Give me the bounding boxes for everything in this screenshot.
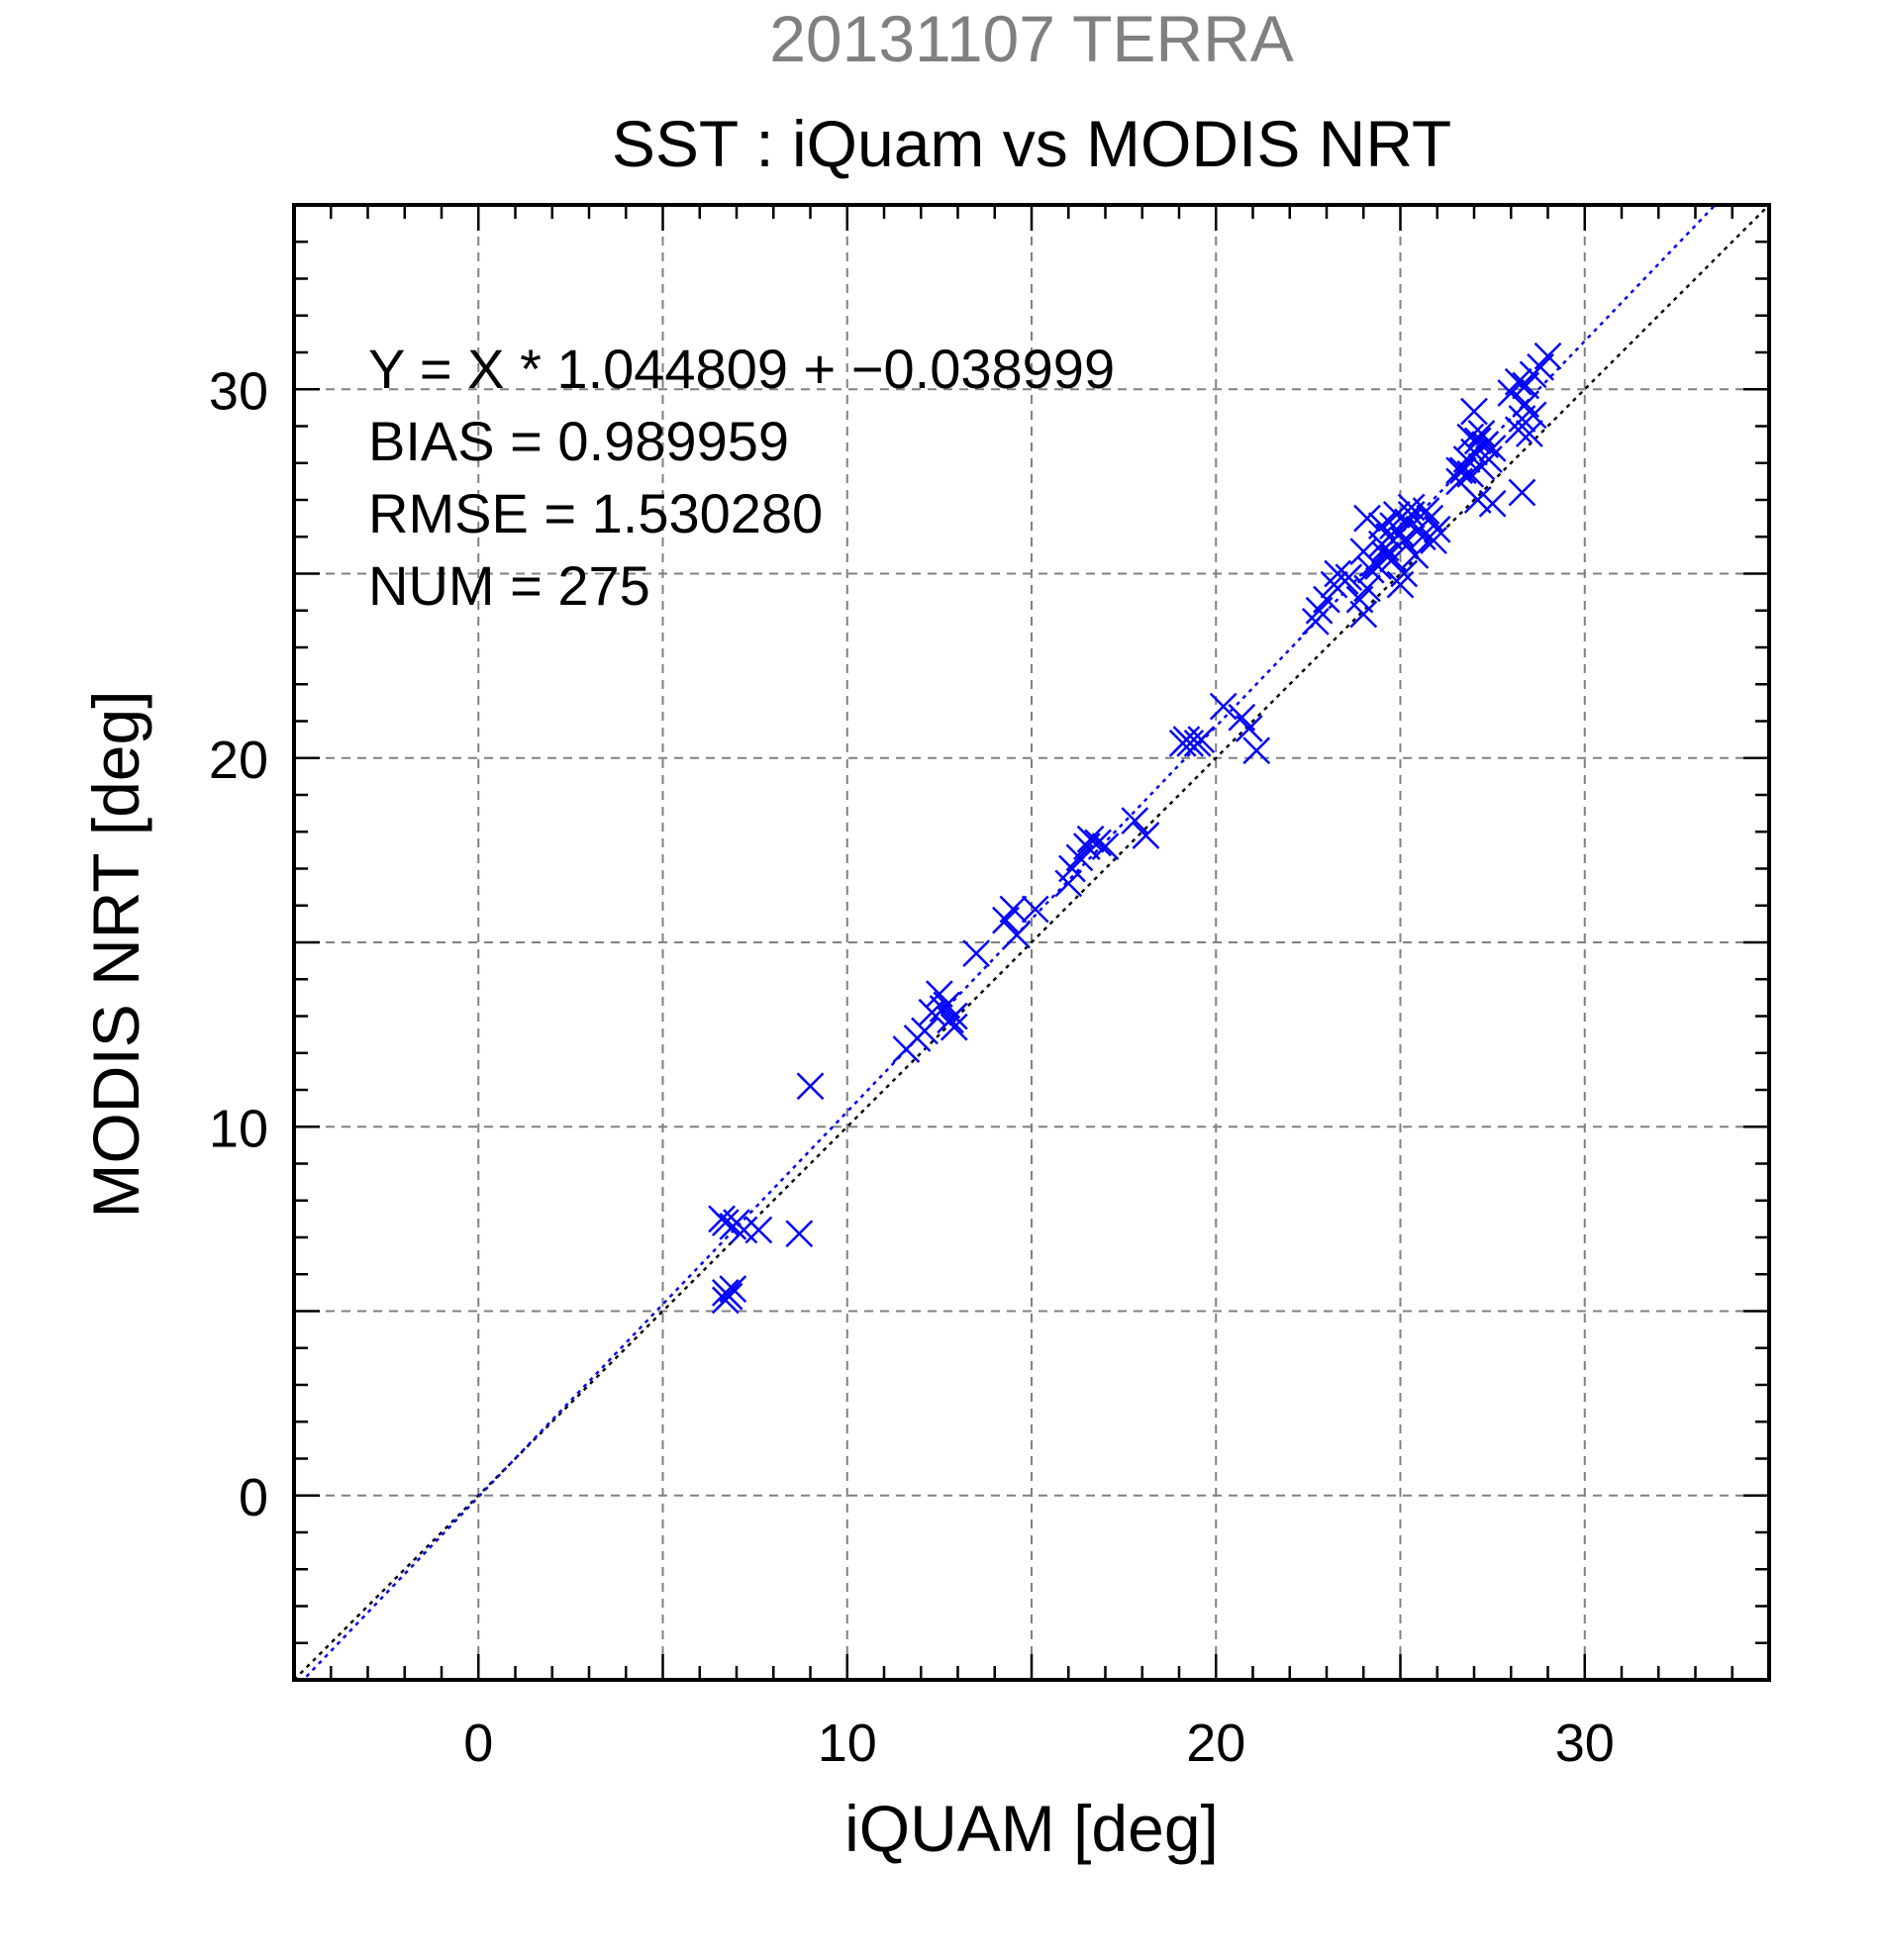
y-axis-label: MODIS NRT [deg] [79,690,152,1218]
y-tick-label: 0 [239,1468,268,1527]
data-point [1209,692,1238,721]
data-point [1456,423,1485,451]
data-point [1021,895,1049,924]
data-point [1132,822,1160,849]
data-point [719,1275,747,1304]
data-point [1091,833,1120,861]
data-point [1390,559,1419,588]
data-point [1463,427,1492,455]
data-point [1478,489,1507,518]
data-point [744,1216,773,1244]
stats-annotation: NUM = 275 [368,554,650,617]
data-point [1475,445,1503,473]
data-point [785,1220,814,1248]
data-point [1003,921,1031,949]
data-point [711,1209,740,1236]
data-point [1349,600,1378,629]
chart-title: SST : iQuam vs MODIS NRT [612,107,1451,180]
data-point [1076,825,1105,853]
data-point [1401,540,1430,569]
data-point [933,991,961,1020]
data-point [1121,807,1149,834]
data-point [1448,456,1477,485]
stats-annotation: BIAS = 0.989959 [368,410,789,472]
data-point [1320,570,1348,599]
data-point [1478,434,1507,462]
y-tick-label: 10 [209,1099,268,1158]
data-point [796,1072,825,1101]
x-tick-label: 30 [1555,1714,1615,1773]
data-point [1335,563,1363,592]
stats-annotation: Y = X * 1.044809 + −0.038999 [368,338,1115,400]
data-point [1467,420,1496,447]
data-point [1504,367,1533,396]
data-point [1187,726,1216,754]
data-point [1364,552,1393,580]
y-tick-label: 20 [209,731,268,790]
x-tick-label: 10 [818,1714,877,1773]
x-axis-label: iQUAM [deg] [844,1792,1219,1865]
data-point [1367,512,1396,539]
x-tick-label: 0 [463,1714,493,1773]
data-point [918,998,946,1027]
data-point [1084,829,1112,857]
x-tick-label: 20 [1186,1714,1245,1773]
data-point [1519,401,1547,430]
plot-frame [292,203,1771,1682]
data-point [1242,736,1271,765]
data-point [1386,570,1415,599]
data-point [1176,729,1205,757]
data-point [1408,523,1436,551]
data-point [1353,504,1381,533]
one-to-one-line [294,205,1769,1680]
data-point [1420,527,1447,554]
chart-suptitle: 20131107 TERRA [769,2,1294,75]
data-point [1390,527,1419,554]
data-point [1423,515,1451,543]
plot-area: 0 10 20 30 0 10 20 30 Y = X * 1.044809 + −0.0389… [209,203,1771,1773]
data-point [1379,544,1407,573]
stats-annotation: RMSE = 1.530280 [368,482,823,544]
data-point [1235,715,1263,742]
data-point [1515,420,1543,447]
data-point [1460,397,1488,426]
data-point [1301,608,1330,636]
data-point [940,1013,968,1041]
y-tick-label: 30 [209,361,268,421]
data-point [1445,456,1473,485]
data-point [1353,574,1381,603]
data-point [1534,342,1562,370]
data-point [911,1017,939,1045]
data-point [999,895,1028,924]
data-point [962,939,991,968]
data-point [1508,478,1536,507]
data-point [1397,493,1426,522]
data-point [730,1216,758,1244]
